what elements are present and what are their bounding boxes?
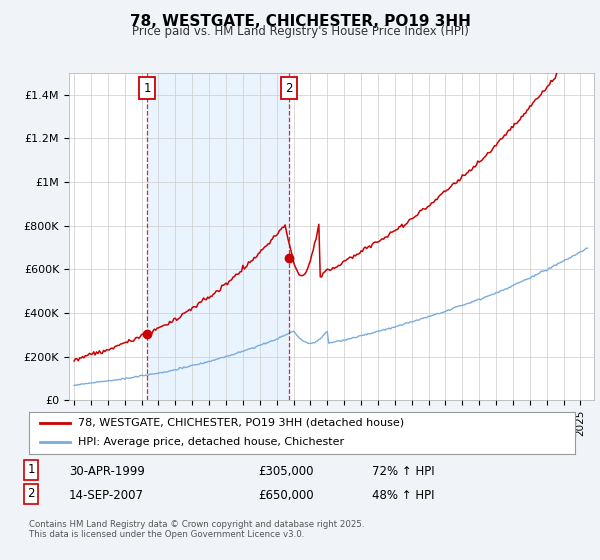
Text: 72% ↑ HPI: 72% ↑ HPI xyxy=(372,465,434,478)
Text: 30-APR-1999: 30-APR-1999 xyxy=(69,465,145,478)
Text: 48% ↑ HPI: 48% ↑ HPI xyxy=(372,489,434,502)
Text: HPI: Average price, detached house, Chichester: HPI: Average price, detached house, Chic… xyxy=(78,437,344,447)
Bar xyxy=(147,73,289,400)
Text: 78, WESTGATE, CHICHESTER, PO19 3HH (detached house): 78, WESTGATE, CHICHESTER, PO19 3HH (deta… xyxy=(78,418,404,428)
Text: 1: 1 xyxy=(143,82,151,95)
Text: 1: 1 xyxy=(28,463,35,476)
Text: £305,000: £305,000 xyxy=(258,465,314,478)
Text: Price paid vs. HM Land Registry's House Price Index (HPI): Price paid vs. HM Land Registry's House … xyxy=(131,25,469,38)
Text: 78, WESTGATE, CHICHESTER, PO19 3HH: 78, WESTGATE, CHICHESTER, PO19 3HH xyxy=(130,14,470,29)
Text: Contains HM Land Registry data © Crown copyright and database right 2025.
This d: Contains HM Land Registry data © Crown c… xyxy=(29,520,364,539)
Text: 2: 2 xyxy=(28,487,35,500)
Text: 14-SEP-2007: 14-SEP-2007 xyxy=(69,489,144,502)
Text: £650,000: £650,000 xyxy=(258,489,314,502)
Text: 2: 2 xyxy=(285,82,292,95)
